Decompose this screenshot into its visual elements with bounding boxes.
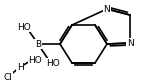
Text: H: H — [17, 62, 23, 71]
Text: HO: HO — [17, 22, 31, 32]
Text: Cl: Cl — [4, 72, 12, 82]
Text: B: B — [35, 40, 41, 48]
Text: HO: HO — [28, 56, 42, 64]
Text: N: N — [127, 39, 133, 47]
Text: HO: HO — [46, 59, 60, 67]
Text: N: N — [104, 4, 110, 14]
